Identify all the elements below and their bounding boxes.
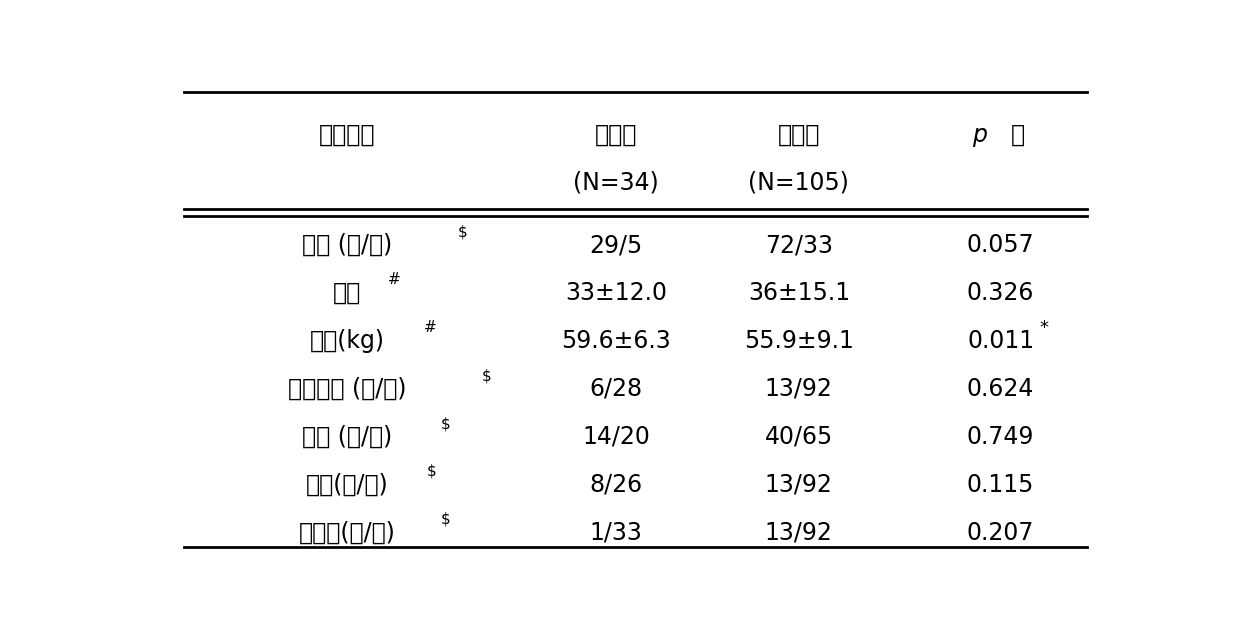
- Text: $: $: [481, 368, 491, 383]
- Text: 吸烟 (是/否): 吸烟 (是/否): [303, 425, 392, 449]
- Text: (N=105): (N=105): [749, 171, 849, 195]
- Text: 性别 (男/女): 性别 (男/女): [303, 233, 392, 257]
- Text: 体重(kg): 体重(kg): [310, 329, 384, 353]
- Text: 0.749: 0.749: [967, 425, 1034, 449]
- Text: 1/33: 1/33: [590, 521, 642, 545]
- Text: 72/33: 72/33: [765, 233, 833, 257]
- Text: 0.115: 0.115: [967, 473, 1034, 497]
- Text: 8/26: 8/26: [590, 473, 642, 497]
- Text: 0.057: 0.057: [967, 233, 1034, 257]
- Text: $: $: [427, 464, 436, 479]
- Text: 病例组: 病例组: [595, 123, 637, 147]
- Text: #: #: [424, 320, 436, 335]
- Text: 13/92: 13/92: [765, 377, 833, 401]
- Text: p: p: [972, 123, 987, 147]
- Text: 影响因素: 影响因素: [319, 123, 376, 147]
- Text: 糖尿病(是/否): 糖尿病(是/否): [299, 521, 396, 545]
- Text: *: *: [1039, 318, 1048, 336]
- Text: 0.624: 0.624: [967, 377, 1034, 401]
- Text: 33±12.0: 33±12.0: [565, 281, 667, 305]
- Text: 13/92: 13/92: [765, 521, 833, 545]
- Text: 对照组: 对照组: [777, 123, 820, 147]
- Text: 年龄: 年龄: [334, 281, 361, 305]
- Text: 0.207: 0.207: [967, 521, 1034, 545]
- Text: 6/28: 6/28: [590, 377, 642, 401]
- Text: 36±15.1: 36±15.1: [748, 281, 849, 305]
- Text: 0.011: 0.011: [967, 329, 1034, 353]
- Text: 59.6±6.3: 59.6±6.3: [562, 329, 671, 353]
- Text: 55.9±9.1: 55.9±9.1: [744, 329, 854, 353]
- Text: (N=34): (N=34): [573, 171, 660, 195]
- Text: 肝脏疾病 (是/否): 肝脏疾病 (是/否): [288, 377, 407, 401]
- Text: $: $: [458, 224, 467, 239]
- Text: $: $: [440, 416, 450, 431]
- Text: $: $: [440, 512, 450, 527]
- Text: 0.326: 0.326: [967, 281, 1034, 305]
- Text: 40/65: 40/65: [765, 425, 833, 449]
- Text: 29/5: 29/5: [590, 233, 642, 257]
- Text: #: #: [388, 272, 401, 287]
- Text: 值: 值: [1011, 123, 1025, 147]
- Text: 14/20: 14/20: [583, 425, 650, 449]
- Text: 13/92: 13/92: [765, 473, 833, 497]
- Text: 饮酒(是/否): 饮酒(是/否): [306, 473, 388, 497]
